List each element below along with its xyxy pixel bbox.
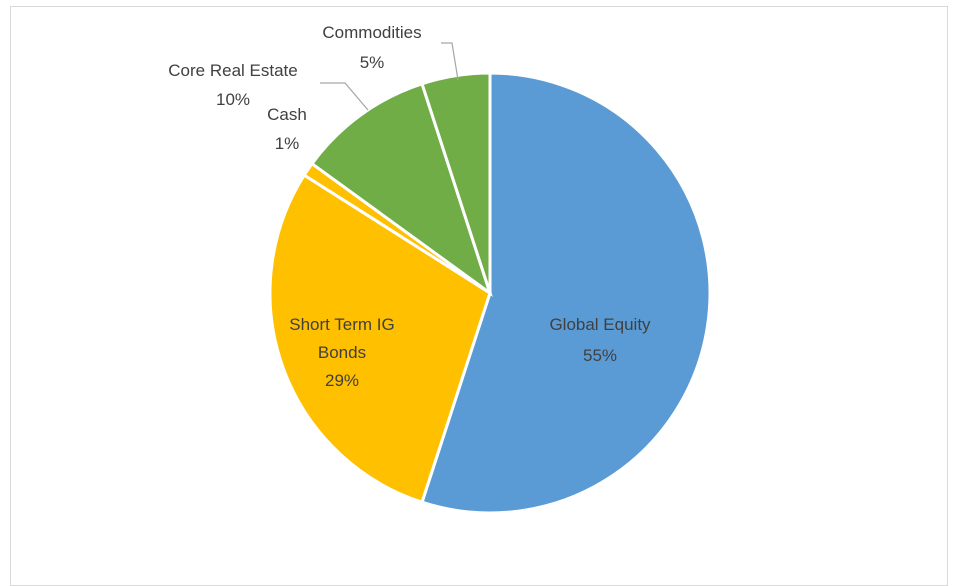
slice-value-global-equity: 55% — [583, 346, 617, 365]
slice-label-cash: Cash — [267, 105, 307, 124]
leader-line-commodities — [441, 42, 459, 81]
slice-value-cash: 1% — [275, 134, 300, 153]
pie-chart: Global Equity 55% Short Term IG Bonds 29… — [168, 23, 712, 515]
slice-label-commodities: Commodities — [322, 23, 421, 42]
slice-label-core-real-estate: Core Real Estate — [168, 61, 297, 80]
slice-value-core-real-estate: 10% — [216, 90, 250, 109]
slice-value-short-term-ig-bonds: 29% — [325, 371, 359, 390]
pie-slice-commodities — [420, 71, 492, 294]
slice-label-short-term-ig-bonds-line2: Bonds — [318, 343, 366, 362]
slice-label-short-term-ig-bonds-line1: Short Term IG — [289, 315, 395, 334]
pie-slice-core-real-estate — [309, 81, 493, 297]
slice-label-global-equity: Global Equity — [549, 315, 651, 334]
slice-value-commodities: 5% — [360, 53, 385, 72]
leader-lines — [320, 42, 459, 111]
leader-line-core-real-estate — [320, 82, 369, 111]
pie-slices — [268, 71, 712, 515]
pie-slice-global-equity — [420, 71, 712, 515]
pie-slice-short-term-ig-bonds — [268, 173, 492, 505]
